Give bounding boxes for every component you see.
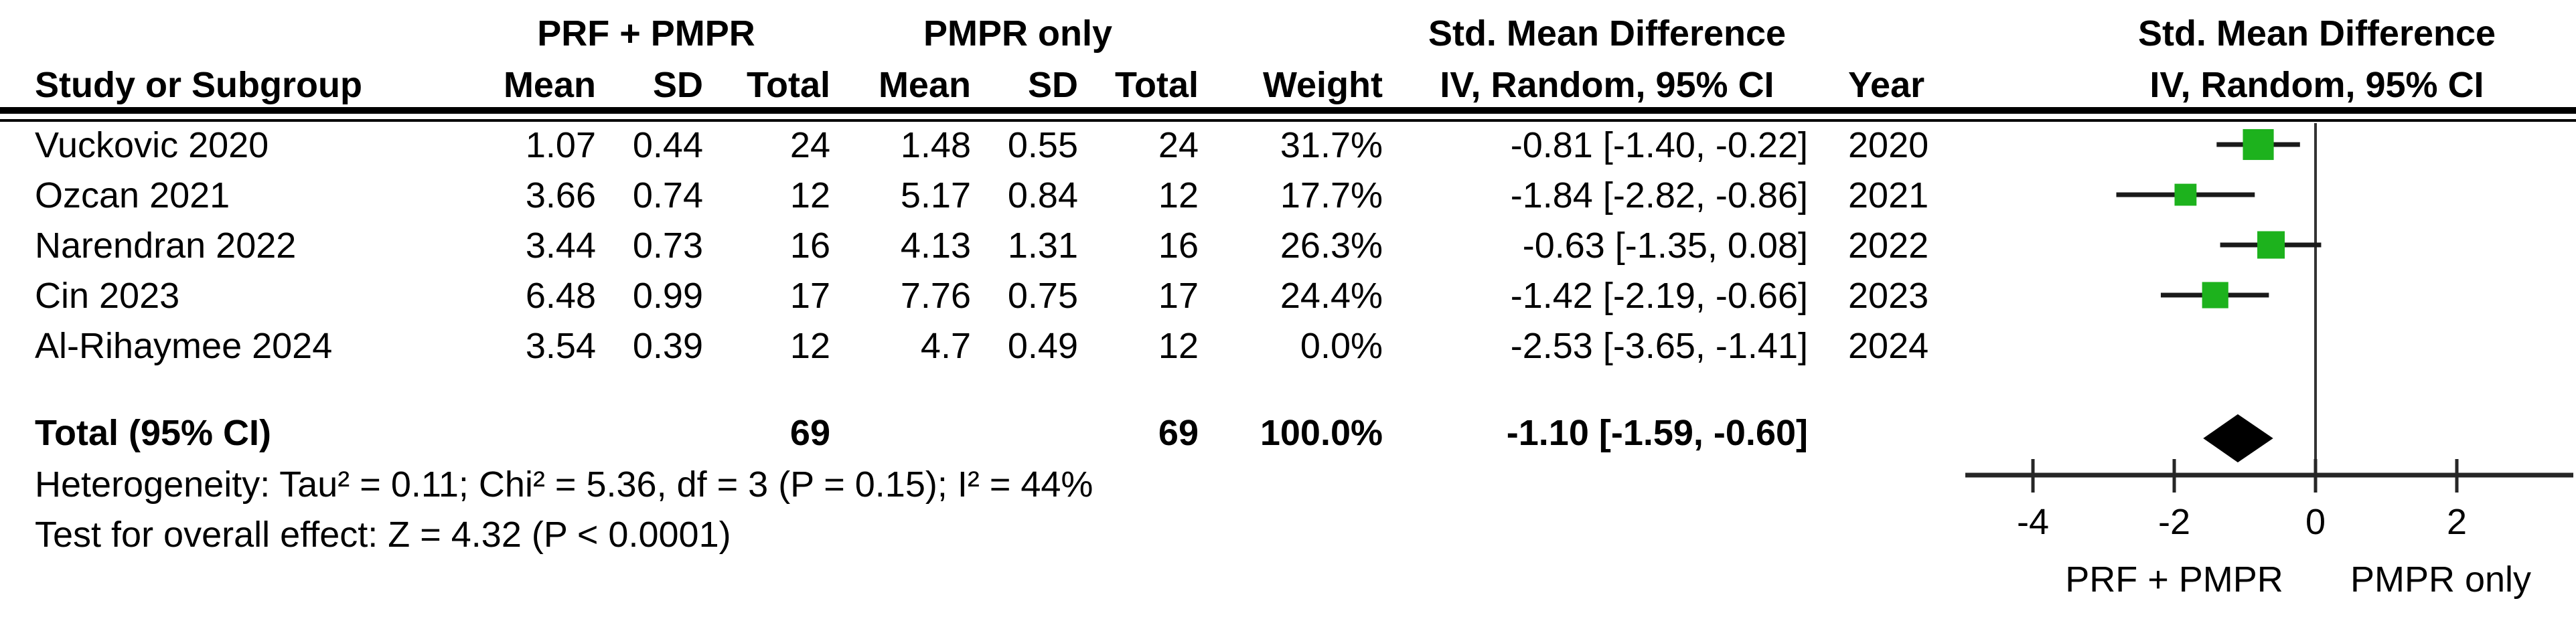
table-row: Cin 2023 6.48 0.99 17 7.76 0.75 17 24.4% -1.42 [… <box>0 274 2576 317</box>
cell-year: 2022 <box>1848 226 1929 266</box>
total-n-group2: 69 <box>1158 413 1199 453</box>
table-row: Ozcan 2021 3.66 0.74 12 5.17 0.84 12 17.7% -1.84… <box>0 174 2576 217</box>
cell-study: Narendran 2022 <box>35 226 297 266</box>
col-header-total-group1: Total <box>747 65 830 105</box>
cell-weight: 26.3% <box>1280 226 1383 266</box>
heterogeneity-text: Heterogeneity: Tau² = 0.11; Chi² = 5.36,… <box>35 464 1093 505</box>
cell-mean2: 5.17 <box>900 175 971 215</box>
header-rule-thin <box>0 119 2576 122</box>
x-axis-tick-label: 2 <box>2447 502 2467 542</box>
cell-mean1: 3.54 <box>525 326 596 366</box>
overall-effect-text: Test for overall effect: Z = 4.32 (P < 0… <box>35 515 731 555</box>
total-n-group1: 69 <box>789 413 830 453</box>
cell-sd2: 0.84 <box>1007 175 1078 215</box>
cell-study: Cin 2023 <box>35 276 180 316</box>
group2-header: PMPR only <box>923 13 1113 54</box>
cell-sd2: 0.75 <box>1007 276 1078 316</box>
cell-study: Vuckovic 2020 <box>35 125 269 165</box>
cell-sd1: 0.44 <box>632 125 703 165</box>
cell-year: 2020 <box>1848 125 1929 165</box>
col-header-sd-group2: SD <box>1027 65 1078 105</box>
cell-year: 2021 <box>1848 175 1929 215</box>
cell-mean2: 4.7 <box>920 326 971 366</box>
col-header-mean-group1: Mean <box>503 65 596 105</box>
col-header-method: IV, Random, 95% CI <box>1440 65 1774 105</box>
cell-sd1: 0.39 <box>632 326 703 366</box>
effect-square-marker <box>2257 231 2285 259</box>
cell-total2: 24 <box>1158 125 1199 165</box>
col-header-plot-method: IV, Random, 95% CI <box>2149 65 2484 105</box>
total-row: Total (95% CI) 69 69 100.0% -1.10 [-1.59… <box>0 412 2576 454</box>
cell-total1: 24 <box>789 125 830 165</box>
effect-square-marker <box>2243 128 2274 161</box>
cell-ci: -1.42 [-2.19, -0.66] <box>1510 276 1808 316</box>
cell-total2: 12 <box>1158 175 1199 215</box>
col-header-study: Study or Subgroup <box>35 65 362 105</box>
cell-sd2: 1.31 <box>1007 226 1078 266</box>
cell-ci: -2.53 [-3.65, -1.41] <box>1510 326 1808 366</box>
cell-mean2: 7.76 <box>900 276 971 316</box>
forest-plot-canvas: -4 -2 0 2 PRF + PMPR PMPR only <box>1965 123 2573 600</box>
col-header-mean-group2: Mean <box>878 65 971 105</box>
cell-weight: 31.7% <box>1280 125 1383 165</box>
cell-total1: 12 <box>789 175 830 215</box>
col-header-sd-group1: SD <box>652 65 703 105</box>
cell-mean1: 1.07 <box>525 125 596 165</box>
cell-weight: 0.0% <box>1300 326 1383 366</box>
cell-sd1: 0.99 <box>632 276 703 316</box>
cell-ci: -0.81 [-1.40, -0.22] <box>1510 125 1808 165</box>
pooled-diamond-marker <box>2203 414 2273 462</box>
x-axis-tick-label: -2 <box>2158 502 2190 542</box>
cell-ci: -1.84 [-2.82, -0.86] <box>1510 175 1808 215</box>
total-label: Total (95% CI) <box>35 413 272 453</box>
col-header-total-group2: Total <box>1115 65 1199 105</box>
total-ci: -1.10 [-1.59, -0.60] <box>1506 413 1808 453</box>
effect-header: Std. Mean Difference <box>1428 13 1787 54</box>
header-rule-thick <box>0 107 2576 114</box>
cell-year: 2024 <box>1848 326 1929 366</box>
cell-sd2: 0.55 <box>1007 125 1078 165</box>
x-axis-tick-label: 0 <box>2305 502 2326 542</box>
cell-mean2: 1.48 <box>900 125 971 165</box>
cell-mean1: 3.44 <box>525 226 596 266</box>
cell-total1: 16 <box>789 226 830 266</box>
total-weight: 100.0% <box>1260 413 1383 453</box>
cell-total2: 12 <box>1158 326 1199 366</box>
table-row: Narendran 2022 3.44 0.73 16 4.13 1.31 16 26.3% -… <box>0 224 2576 267</box>
cell-study: Al-Rihaymee 2024 <box>35 326 333 366</box>
effect-square-marker <box>2174 183 2197 206</box>
header-group-row: PRF + PMPR PMPR only Std. Mean Differenc… <box>0 12 2576 55</box>
cell-study: Ozcan 2021 <box>35 175 230 215</box>
cell-weight: 17.7% <box>1280 175 1383 215</box>
cell-ci: -0.63 [-1.35, 0.08] <box>1522 226 1808 266</box>
cell-sd2: 0.49 <box>1007 326 1078 366</box>
group1-header: PRF + PMPR <box>537 13 755 54</box>
cell-mean1: 3.66 <box>525 175 596 215</box>
plot-effect-header: Std. Mean Difference <box>2137 13 2496 54</box>
table-row: Vuckovic 2020 1.07 0.44 24 1.48 0.55 24 31.7% -0… <box>0 124 2576 167</box>
effect-square-marker <box>2202 282 2228 308</box>
cell-total1: 17 <box>789 276 830 316</box>
col-header-weight: Weight <box>1263 65 1383 105</box>
column-header-row: Study or Subgroup Mean SD Total Mean SD … <box>0 64 2576 106</box>
cell-total2: 17 <box>1158 276 1199 316</box>
cell-weight: 24.4% <box>1280 276 1383 316</box>
cell-sd1: 0.74 <box>632 175 703 215</box>
cell-mean1: 6.48 <box>525 276 596 316</box>
col-header-year: Year <box>1848 65 1925 105</box>
table-row: Al-Rihaymee 2024 3.54 0.39 12 4.7 0.49 12 0.0% -… <box>0 325 2576 367</box>
cell-year: 2023 <box>1848 276 1929 316</box>
cell-total2: 16 <box>1158 226 1199 266</box>
cell-total1: 12 <box>789 326 830 366</box>
cell-sd1: 0.73 <box>632 226 703 266</box>
cell-mean2: 4.13 <box>900 226 971 266</box>
x-axis-tick-label: -4 <box>2017 502 2049 542</box>
axis-right-caption: PMPR only <box>2350 559 2531 600</box>
axis-left-caption: PRF + PMPR <box>2065 559 2283 600</box>
